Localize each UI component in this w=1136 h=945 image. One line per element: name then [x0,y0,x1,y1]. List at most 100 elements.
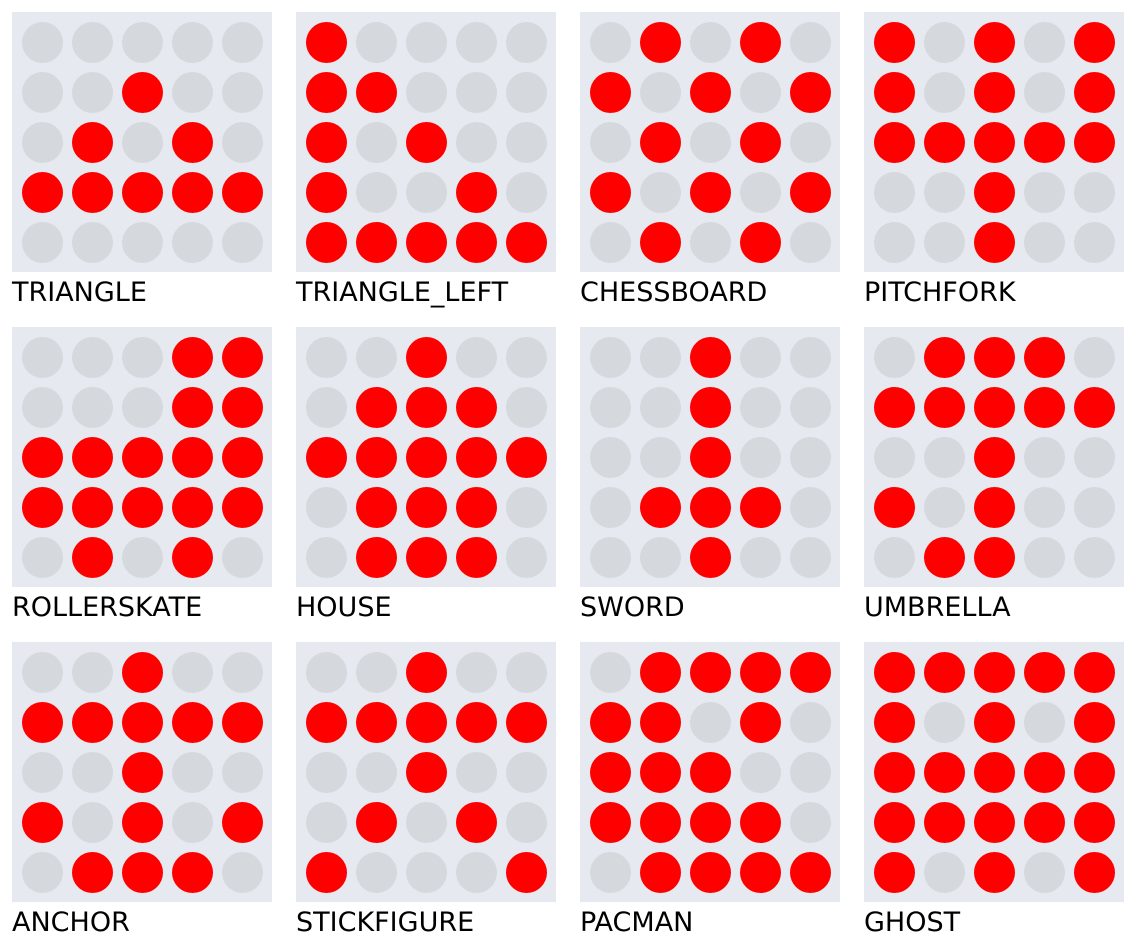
dot-off [790,22,831,63]
dot-on [874,387,915,428]
dot-on [456,387,497,428]
dot-on [22,487,63,528]
dot-off [122,222,163,263]
dot-on [506,222,547,263]
pattern-panel-pitchfork [864,12,1124,272]
dot-on [22,437,63,478]
dot-off [874,222,915,263]
dot-on [222,437,263,478]
pattern-label: GHOST [864,907,961,938]
dot-off [590,852,631,893]
dot-on [456,487,497,528]
dot-off [690,702,731,743]
dot-off [506,122,547,163]
pattern-label: HOUSE [296,592,392,623]
dot-on [456,222,497,263]
dot-on [72,172,113,213]
dot-off [122,22,163,63]
dot-off [456,72,497,113]
dot-off [356,22,397,63]
dot-off [222,652,263,693]
dot-off [1024,852,1065,893]
dot-off [222,72,263,113]
dot-off [690,222,731,263]
dot-on [306,222,347,263]
dot-on [72,852,113,893]
dot-on [1024,752,1065,793]
dot-off [1074,172,1115,213]
dot-on [122,852,163,893]
dot-on [122,487,163,528]
dot-off [22,122,63,163]
dot-on [456,702,497,743]
dot-on [456,172,497,213]
dot-on [874,752,915,793]
dot-off [72,337,113,378]
dot-off [590,487,631,528]
dot-on [590,172,631,213]
dot-on [874,72,915,113]
dot-off [356,852,397,893]
dot-on [874,852,915,893]
pattern-label: PACMAN [580,907,694,938]
dot-on [456,437,497,478]
dot-off [790,702,831,743]
dot-on [406,752,447,793]
pattern-panel-anchor [12,642,272,902]
dot-off [590,387,631,428]
dot-off [874,437,915,478]
dot-on [72,487,113,528]
dot-on [306,72,347,113]
dot-on [590,702,631,743]
dot-on [172,337,213,378]
dot-on [740,122,781,163]
dot-off [590,537,631,578]
pattern-panel-ghost [864,642,1124,902]
dot-on [974,802,1015,843]
dot-on [72,437,113,478]
dot-off [1024,22,1065,63]
dot-on [974,702,1015,743]
dot-off [306,487,347,528]
dot-off [172,222,213,263]
dot-off [406,172,447,213]
pattern-label: TRIANGLE [12,277,147,308]
pattern-tile-pacman: PACMAN [580,642,840,938]
dot-off [790,387,831,428]
pattern-tile-ghost: GHOST [864,642,1124,938]
dot-off [306,387,347,428]
dot-off [356,122,397,163]
dot-off [1074,537,1115,578]
dot-off [122,387,163,428]
dot-off [222,122,263,163]
dot-on [690,537,731,578]
dot-off [122,337,163,378]
pattern-tile-rollerskate: ROLLERSKATE [12,327,272,623]
dot-on [1024,337,1065,378]
dot-off [172,752,213,793]
dot-off [356,652,397,693]
dot-on [874,652,915,693]
dot-on [122,437,163,478]
dot-on [874,122,915,163]
dot-off [1024,437,1065,478]
dot-on [974,172,1015,213]
dot-on [974,337,1015,378]
dot-off [22,852,63,893]
dot-off [1024,72,1065,113]
dot-on [590,72,631,113]
dot-off [22,537,63,578]
dot-off [456,337,497,378]
dot-on [924,537,965,578]
dot-on [122,172,163,213]
dot-on [790,652,831,693]
dot-off [924,702,965,743]
dot-off [590,337,631,378]
dot-off [1024,487,1065,528]
dot-off [22,22,63,63]
dot-off [874,172,915,213]
dot-off [924,487,965,528]
dot-on [72,537,113,578]
dot-off [790,487,831,528]
dot-on [924,122,965,163]
